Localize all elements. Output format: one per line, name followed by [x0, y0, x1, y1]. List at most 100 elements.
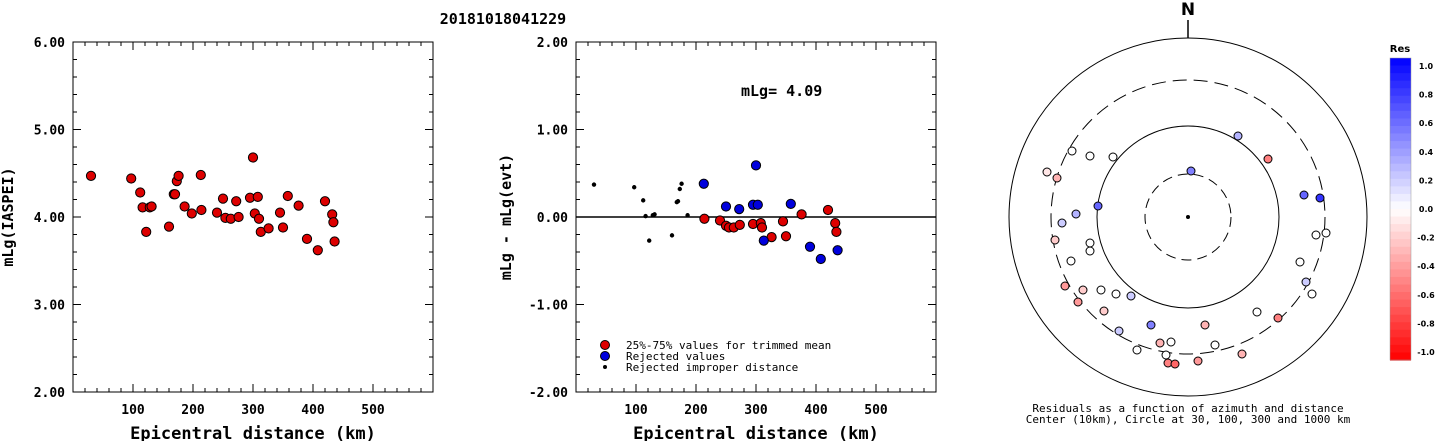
- colorbar-cell: [1390, 171, 1411, 180]
- data-point: [831, 226, 842, 237]
- y-tick-label: 6.00: [34, 36, 65, 51]
- colorbar-cell: [1390, 141, 1411, 150]
- station-marker: [1060, 281, 1070, 291]
- station-marker: [1052, 173, 1062, 183]
- station-marker: [1311, 230, 1321, 240]
- epicenter-dot: [1186, 215, 1190, 219]
- data-point-improper: [675, 199, 681, 204]
- colorbar-cell: [1390, 125, 1411, 135]
- station-marker: [1315, 193, 1325, 203]
- station-marker: [1295, 257, 1305, 267]
- legend-marker-improper: [603, 365, 607, 369]
- data-point-improper: [641, 198, 646, 203]
- left-y-axis-label: mLg(IASPEI): [0, 167, 17, 266]
- data-point: [301, 233, 313, 244]
- colorbar-tick-label: 0.0: [1419, 205, 1434, 214]
- colorbar-cell: [1390, 118, 1411, 127]
- x-tick-label: 200: [684, 403, 708, 418]
- colorbar-cell: [1390, 133, 1411, 142]
- colorbar-tick-label: -0.6: [1417, 291, 1435, 300]
- data-point-improper: [679, 181, 684, 186]
- left-point-group: [85, 152, 340, 256]
- residual-colorbar: Res 1.0 0.8 0.6 0.4 0.2 0.0 -0.2 -0.4 -0.6 -0.8 -1…: [1389, 44, 1435, 361]
- data-point: [277, 222, 289, 233]
- data-point: [233, 211, 244, 223]
- legend-label-rejected: Rejected values: [626, 350, 725, 363]
- data-point: [173, 170, 184, 181]
- station-marker: [1237, 349, 1247, 359]
- colorbar-cell: [1390, 239, 1411, 248]
- data-point: [274, 207, 286, 218]
- colorbar-cell: [1390, 344, 1411, 354]
- y-tick-label: 2.00: [34, 386, 65, 401]
- station-marker: [1111, 289, 1121, 299]
- colorbar-cell: [1390, 254, 1411, 263]
- middle-x-axis-label: Epicentral distance (km): [633, 424, 879, 441]
- data-point: [293, 200, 304, 211]
- colorbar-tick-label: 1.0: [1419, 62, 1434, 71]
- station-marker: [1066, 256, 1076, 266]
- station-marker: [1096, 285, 1106, 295]
- x-tick-label: 500: [864, 403, 888, 418]
- colorbar-cell: [1390, 186, 1411, 195]
- x-tick-label: 500: [361, 403, 385, 418]
- figure-title: 20181018041229: [440, 10, 566, 28]
- circle-1000km: [1008, 37, 1368, 397]
- station-marker: [1200, 320, 1210, 330]
- data-point-improper: [632, 185, 637, 190]
- circle-300km: [1050, 79, 1326, 355]
- data-point: [734, 204, 745, 215]
- colorbar-cell: [1390, 110, 1411, 119]
- colorbar-cell: [1390, 148, 1411, 157]
- x-tick-label: 100: [624, 403, 648, 418]
- data-point: [698, 178, 709, 189]
- data-point: [720, 201, 732, 212]
- colorbar-tick-label: -1.0: [1417, 348, 1435, 357]
- data-point: [169, 189, 181, 200]
- middle-legend: 25%-75% values for trimmed mean Rejected…: [600, 339, 831, 374]
- colorbar-cell: [1390, 58, 1411, 67]
- colorbar-cell: [1390, 73, 1411, 82]
- colorbar-cell: [1390, 352, 1411, 361]
- x-tick-label: 400: [301, 403, 325, 418]
- data-point: [196, 204, 207, 216]
- colorbar-tick-label: 0.4: [1419, 148, 1434, 157]
- colorbar-cells: [1389, 57, 1412, 361]
- station-marker: [1321, 228, 1331, 238]
- data-point: [752, 199, 763, 210]
- station-marker: [1273, 313, 1283, 323]
- station-marker: [1071, 209, 1081, 219]
- colorbar-title: Res: [1390, 44, 1410, 55]
- data-point: [319, 196, 331, 207]
- data-point: [785, 198, 796, 209]
- colorbar-cell: [1390, 193, 1411, 203]
- data-point: [780, 231, 792, 242]
- data-point: [328, 217, 339, 228]
- station-marker: [1126, 291, 1136, 301]
- station-marker: [1067, 146, 1077, 156]
- station-marker: [1146, 320, 1156, 330]
- middle-chart: -2.00 -1.00 0.00 1.00 2.00 100 200 300 400 500 mL…: [497, 36, 937, 441]
- data-point-improper: [647, 238, 652, 243]
- colorbar-cell: [1390, 246, 1411, 255]
- polar-chart: N Residuals as a function of azimuth and…: [1008, 0, 1368, 426]
- station-marker: [1170, 359, 1180, 369]
- data-point: [758, 235, 769, 246]
- station-marker: [1263, 154, 1273, 164]
- y-tick-label: 5.00: [34, 124, 65, 139]
- colorbar-cell: [1390, 322, 1411, 331]
- colorbar-cell: [1390, 299, 1411, 308]
- data-point: [253, 213, 265, 224]
- polar-caption-line2: Center (10km), Circle at 30, 100, 300 an…: [1026, 413, 1351, 426]
- colorbar-tick-label: 0.6: [1419, 119, 1434, 128]
- colorbar-cell: [1390, 216, 1411, 225]
- colorbar-cell: [1390, 65, 1411, 74]
- circle-30km: [1144, 173, 1232, 261]
- y-tick-label: 4.00: [34, 211, 65, 226]
- station-marker: [1299, 190, 1309, 200]
- colorbar-cell: [1390, 314, 1411, 323]
- data-point: [312, 245, 323, 256]
- station-marker: [1042, 167, 1052, 177]
- colorbar-cell: [1390, 88, 1411, 97]
- data-point: [247, 152, 259, 163]
